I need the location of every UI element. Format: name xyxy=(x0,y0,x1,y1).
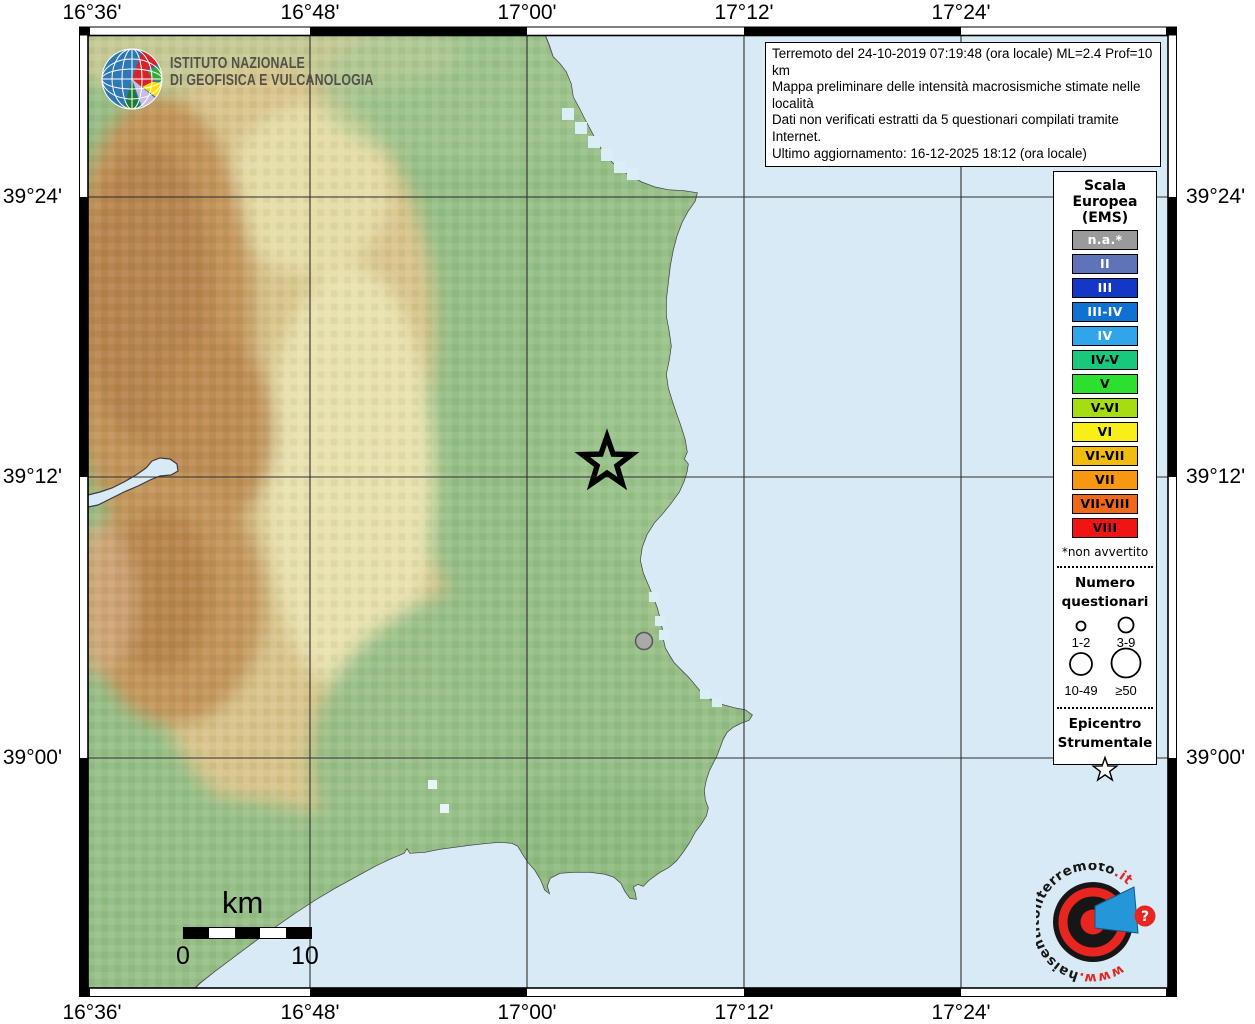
axis-top-17-00: 17°00' xyxy=(497,1,557,24)
ems-chip-vi-vii: VI-VII xyxy=(1072,446,1138,466)
axis-top-17-12: 17°12' xyxy=(714,1,774,24)
legend-separator-1 xyxy=(1057,566,1153,568)
ems-chip-n-a-: n.a.* xyxy=(1072,230,1138,250)
questionnaires-title: Numero questionari xyxy=(1061,575,1149,610)
scale-bar-segments xyxy=(183,927,312,939)
legend-separator-2 xyxy=(1057,707,1153,709)
ingv-logo: ISTITUTO NAZIONALE DI GEOFISICA E VULCAN… xyxy=(100,47,430,117)
size-label-50: ≥50 xyxy=(1115,683,1137,698)
size-label-10-49: 10-49 xyxy=(1064,683,1097,698)
axis-bottom-16-36: 16°36' xyxy=(62,1001,122,1024)
ems-chip-iv-v: IV-V xyxy=(1072,350,1138,370)
info-line-data: Dati non verificati estratti da 5 questi… xyxy=(772,112,1119,144)
ems-chip-ii: II xyxy=(1072,254,1138,274)
ems-chip-vii: VII xyxy=(1072,470,1138,490)
size-label-1-2: 1-2 xyxy=(1072,635,1091,650)
ems-chip-iii: III xyxy=(1072,278,1138,298)
info-line-event: Terremoto del 24-10-2019 07:19:48 (ora l… xyxy=(772,46,1153,78)
scale-end: 10 xyxy=(291,942,319,970)
ems-chip-vii-viii: VII-VIII xyxy=(1072,494,1138,514)
axis-right-39-12: 39°12' xyxy=(1186,465,1246,488)
ingv-line1: ISTITUTO NAZIONALE xyxy=(170,55,305,72)
questionnaire-size-key: 1-2 3-9 10-49 ≥50 xyxy=(1064,616,1142,698)
map-scale-bar: km 0 10 xyxy=(160,885,360,975)
axis-right-39-24: 39°24' xyxy=(1186,185,1246,208)
axis-top-16-36: 16°36' xyxy=(62,1,122,24)
axis-left-39-00: 39°00' xyxy=(2,746,62,769)
ems-scale-list: n.a.* II III III-IV IV IV-V V V-VI VI VI-VII VII VI… xyxy=(1054,230,1156,538)
epicenter-star-key xyxy=(1091,755,1119,782)
locality-dot-na xyxy=(634,631,654,651)
ingv-wordmark: ISTITUTO NAZIONALE DI GEOFISICA E VULCAN… xyxy=(170,55,374,89)
size-label-3-9: 3-9 xyxy=(1117,635,1136,650)
axis-bottom-17-00: 17°00' xyxy=(497,1001,557,1024)
haisentitoilterremoto-logo: ? www.haisentitoilterremoto.it xyxy=(1036,863,1156,986)
legend-panel: Scala Europea (EMS) n.a.* II III III-IV IV IV… xyxy=(1053,171,1157,782)
ems-chip-vi: VI xyxy=(1072,422,1138,442)
info-line-maptype: Mappa preliminare delle intensità macros… xyxy=(772,79,1141,111)
axis-top-17-24: 17°24' xyxy=(931,1,991,24)
axis-left-39-12: 39°12' xyxy=(2,465,62,488)
ingv-globe-icon xyxy=(101,48,163,110)
axis-left-39-24: 39°24' xyxy=(2,185,62,208)
epicenter-title: Epicentro Strumentale xyxy=(1057,716,1153,751)
question-mark: ? xyxy=(1141,909,1149,925)
map-canvas xyxy=(88,35,1168,988)
scale-unit: km xyxy=(222,885,264,920)
ems-chip-viii: VIII xyxy=(1072,518,1138,538)
ems-chip-iv: IV xyxy=(1072,326,1138,346)
ems-chip-v: V xyxy=(1072,374,1138,394)
scale-start: 0 xyxy=(176,942,190,970)
ingv-line2: DI GEOFISICA E VULCANOLOGIA xyxy=(170,71,374,89)
watermark-www: www. xyxy=(1077,961,1127,986)
axis-bottom-17-12: 17°12' xyxy=(714,1001,774,1024)
axis-right-39-00: 39°00' xyxy=(1186,746,1246,769)
axis-top-16-48: 16°48' xyxy=(280,1,340,24)
earthquake-info-box: Terremoto del 24-10-2019 07:19:48 (ora l… xyxy=(765,42,1161,168)
axis-bottom-17-24: 17°24' xyxy=(931,1001,991,1024)
ems-chip-v-vi: V-VI xyxy=(1072,398,1138,418)
axis-bottom-16-48: 16°48' xyxy=(280,1001,340,1024)
info-line-update: Ultimo aggiornamento: 16-12-2025 18:12 (… xyxy=(772,145,1087,161)
legend-footnote: *non avvertito xyxy=(1061,545,1149,559)
legend-title: Scala Europea (EMS) xyxy=(1072,178,1138,226)
ems-chip-iii-iv: III-IV xyxy=(1072,302,1138,322)
